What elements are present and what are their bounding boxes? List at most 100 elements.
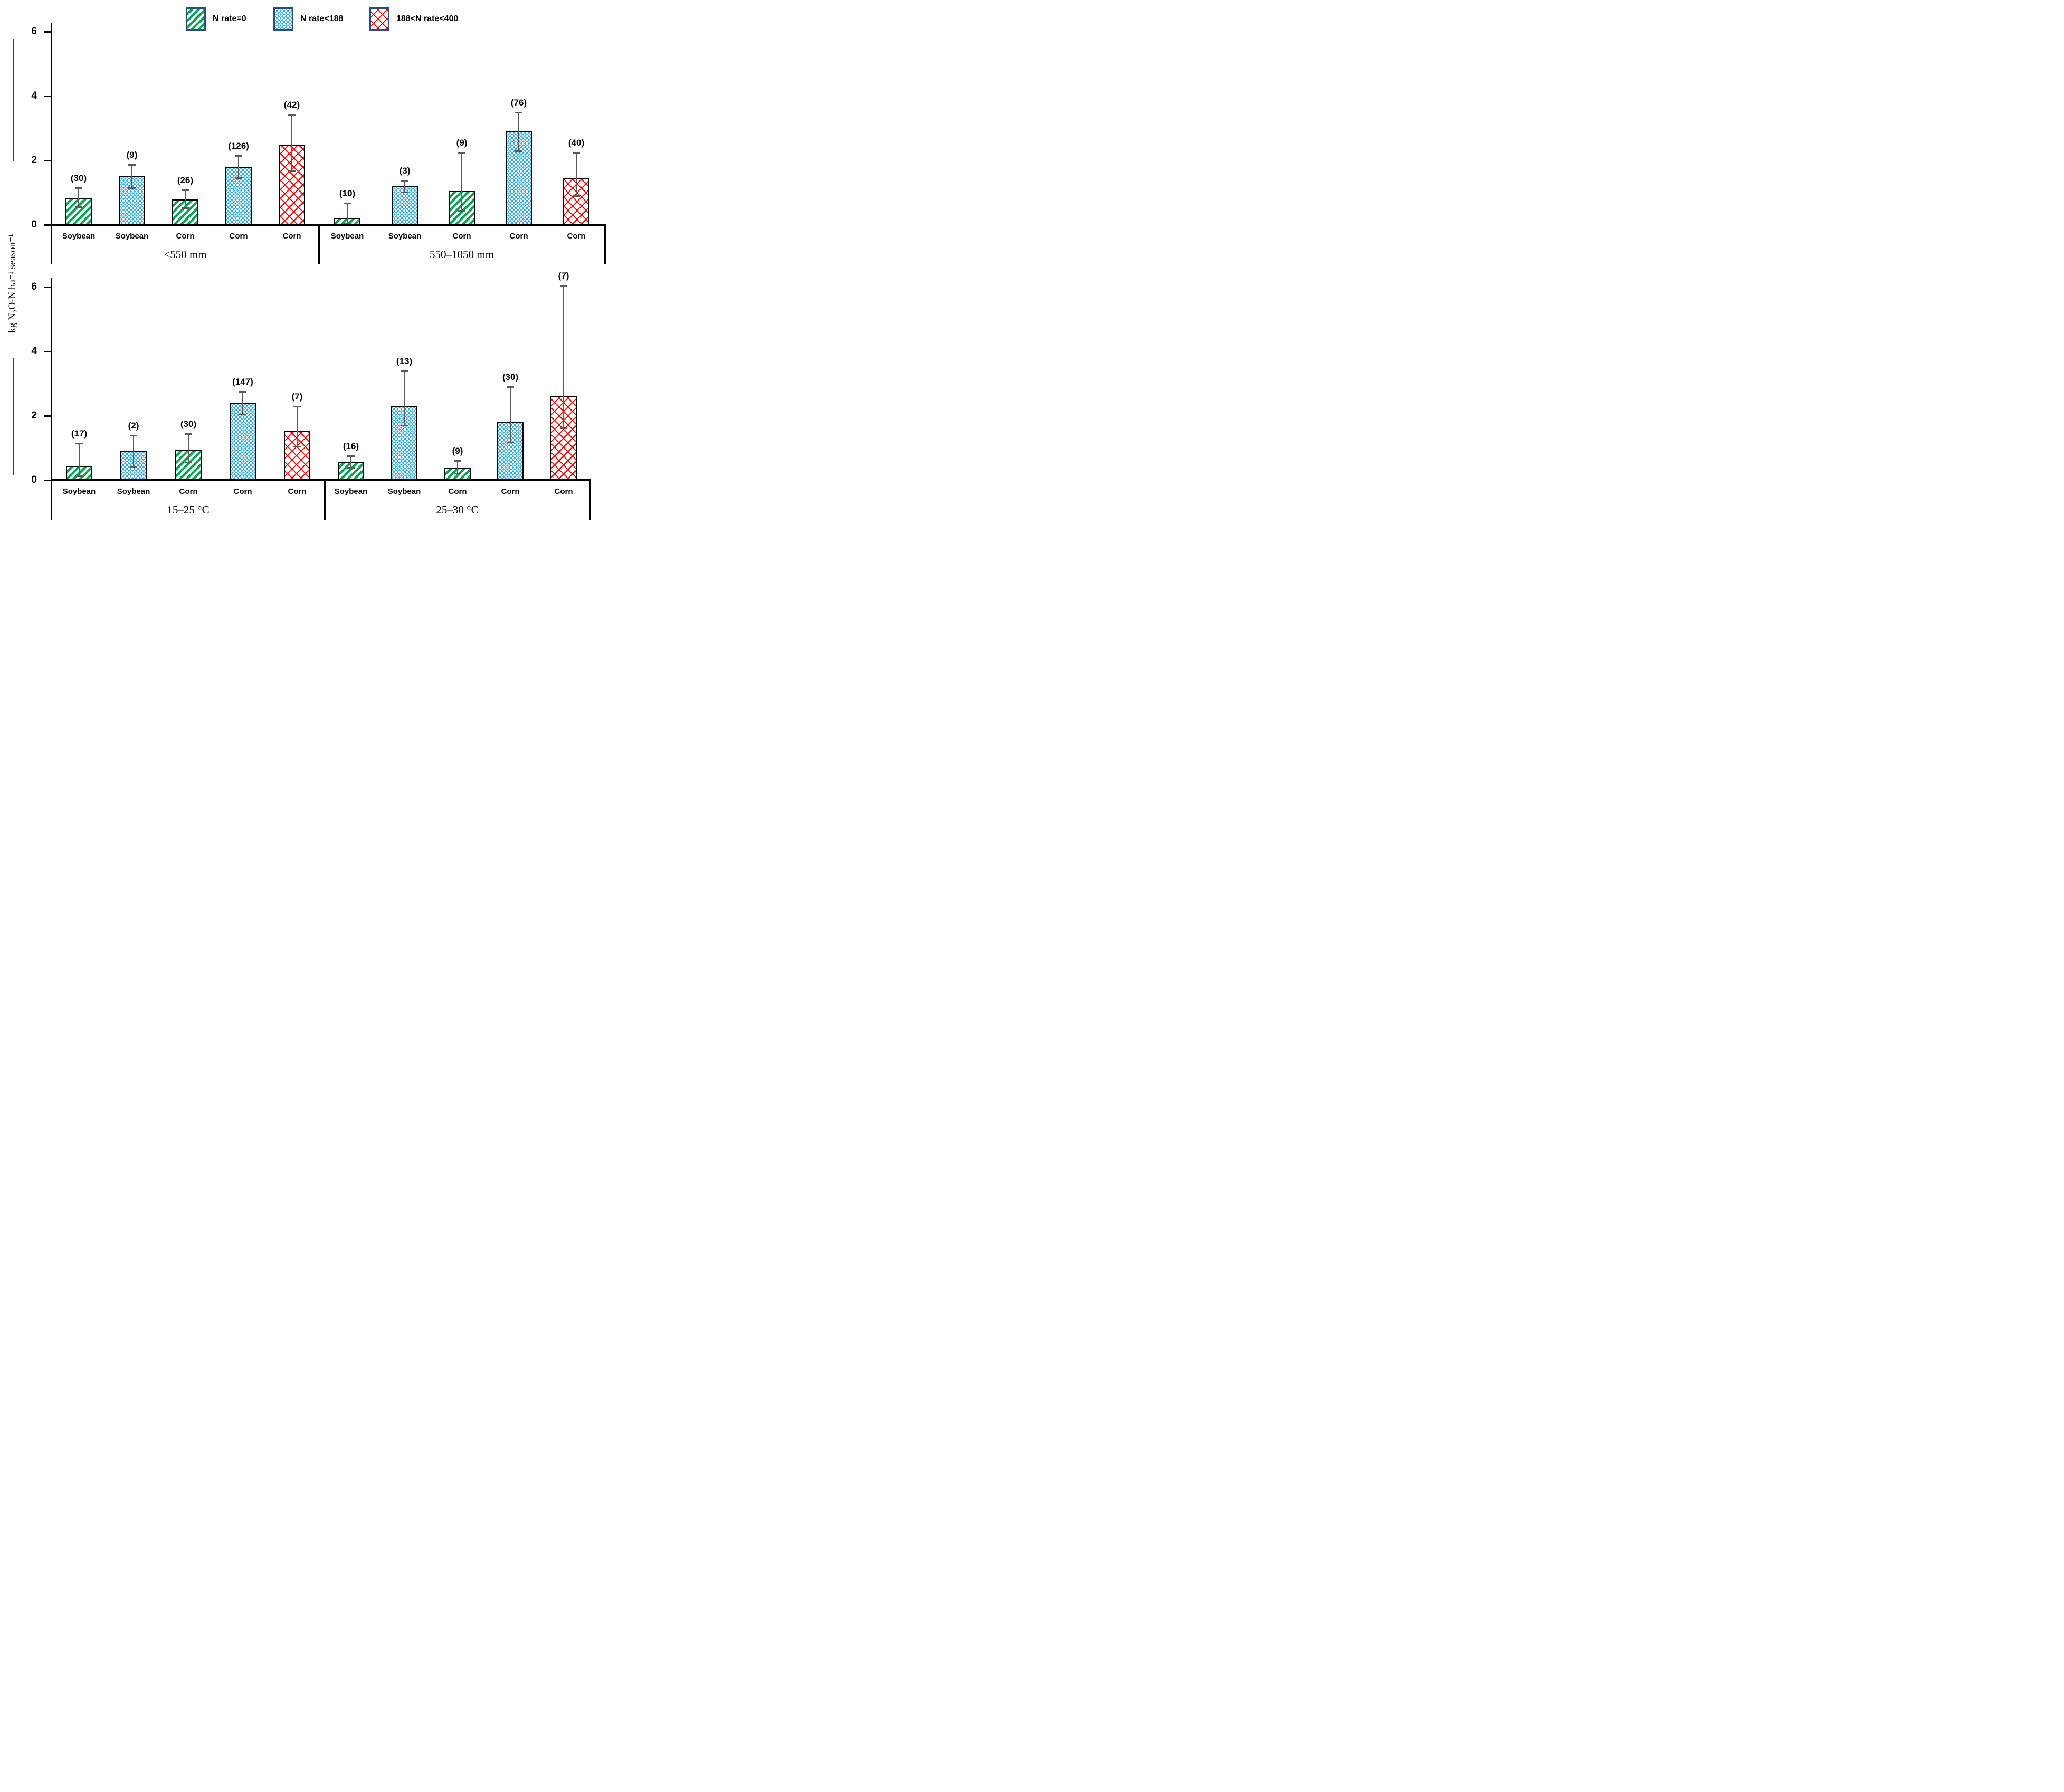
temperature-panel-tick-4	[44, 351, 51, 352]
x-tick-label-corn: Corn	[233, 487, 252, 496]
bar-soybean-n_zero	[338, 462, 364, 480]
legend-item: N rate=0	[186, 5, 246, 33]
error-bar-cap-bottom	[347, 466, 355, 469]
temperature-panel-tick-label-4: 4	[31, 346, 37, 357]
error-bar-cap-bottom	[130, 466, 137, 468]
error-bar-line	[188, 433, 189, 462]
error-bar-line	[78, 187, 79, 207]
legend-label-n_188_400: 188<N rate<400	[396, 14, 459, 23]
sample-size-label: (26)	[177, 175, 194, 186]
error-bar-line	[242, 392, 243, 414]
sample-size-label: (16)	[343, 441, 359, 452]
error-bar-line	[461, 152, 462, 211]
legend-item: 188<N rate<400	[369, 5, 458, 33]
x-tick-label-soybean: Soybean	[330, 232, 364, 241]
temperature-panel-tick-6	[44, 287, 51, 288]
x-tick-label-corn: Corn	[501, 487, 520, 496]
x-tick-label-corn: Corn	[288, 487, 307, 496]
precipitation-panel-tick-label-6: 6	[31, 26, 37, 37]
x-tick-label-corn: Corn	[554, 487, 573, 496]
legend-swatch-n_lt188	[273, 7, 293, 31]
sample-size-label: (76)	[510, 97, 527, 108]
temperature-panel-x-axis	[51, 479, 591, 481]
temperature-panel-tick-label-0: 0	[31, 474, 37, 485]
sample-size-label: (30)	[70, 173, 87, 183]
temperature-panel-group-divider	[324, 480, 326, 520]
error-bar-line	[576, 152, 577, 196]
precipitation-panel-tick-label-0: 0	[31, 219, 37, 230]
error-bar-cap-bottom	[182, 207, 189, 209]
error-bar-cap-bottom	[515, 150, 522, 152]
temperature-panel-tick-2	[44, 415, 51, 417]
precipitation-panel-group-label: 550–1050 mm	[430, 248, 494, 261]
error-bar-cap-top	[182, 189, 189, 192]
precipitation-panel-tick-label-4: 4	[31, 90, 37, 101]
x-tick-label-corn: Corn	[282, 232, 301, 241]
error-bar-cap-top	[560, 284, 567, 287]
error-bar-cap-top	[128, 164, 136, 166]
sample-size-label: (40)	[568, 137, 585, 148]
sample-size-label: (9)	[456, 137, 468, 148]
error-bar-cap-top	[75, 187, 82, 189]
error-bar-line	[291, 115, 292, 171]
sample-size-label: (30)	[180, 418, 197, 429]
precipitation-panel-tick-2	[44, 160, 51, 161]
legend-label-n_lt188: N rate<188	[300, 14, 344, 23]
error-bar-line	[404, 370, 405, 426]
error-bar-cap-top	[515, 111, 522, 113]
sample-size-label: (126)	[228, 140, 249, 151]
error-bar-line	[457, 461, 458, 474]
x-tick-label-corn: Corn	[567, 232, 586, 241]
error-bar-cap-bottom	[239, 413, 246, 415]
x-tick-label-soybean: Soybean	[388, 232, 422, 241]
legend: N rate=0 N rate<188 188<N rate<400	[0, 5, 612, 35]
sample-size-label: (17)	[71, 428, 88, 439]
precipitation-panel-right-edge	[604, 225, 606, 264]
sample-size-label: (147)	[232, 377, 253, 387]
error-bar-line	[510, 387, 511, 442]
error-bar-cap-bottom	[458, 209, 465, 212]
error-bar-line	[79, 443, 80, 476]
error-bar-cap-top	[130, 434, 137, 436]
error-bar-cap-top	[288, 114, 296, 116]
sample-size-label: (42)	[283, 100, 300, 110]
x-tick-label-corn: Corn	[509, 232, 528, 241]
figure: kg N₂O-N ha⁻¹ season⁻¹ N rate=0 N rate<18…	[0, 0, 612, 531]
precipitation-panel-group-divider	[318, 225, 320, 264]
temperature-panel-group-label: 15–25 °C	[167, 503, 210, 516]
error-bar-cap-bottom	[401, 425, 408, 427]
x-tick-label-soybean: Soybean	[334, 487, 368, 496]
legend-swatch-n_zero	[186, 7, 206, 31]
x-tick-label-soybean: Soybean	[387, 487, 421, 496]
x-tick-label-corn: Corn	[448, 487, 467, 496]
x-tick-label-soybean: Soybean	[62, 487, 96, 496]
error-bar-cap-top	[239, 391, 246, 393]
precipitation-panel-x-axis	[51, 224, 606, 226]
sample-size-label: (9)	[452, 446, 463, 456]
error-bar-cap-bottom	[507, 442, 514, 444]
error-bar-line	[563, 285, 564, 428]
error-bar-cap-bottom	[75, 206, 82, 208]
precipitation-panel-y-axis	[51, 23, 52, 264]
error-bar-cap-bottom	[288, 170, 296, 173]
error-bar-cap-top	[185, 433, 192, 435]
error-bar-line	[404, 180, 405, 192]
error-bar-cap-bottom	[75, 475, 83, 478]
error-bar-cap-top	[347, 455, 355, 457]
error-bar-cap-top	[293, 405, 301, 407]
bar-corn-n_188_400	[279, 145, 305, 225]
temperature-panel-group-label: 25–30 °C	[436, 503, 479, 516]
error-bar-cap-top	[401, 370, 408, 372]
error-bar-cap-bottom	[573, 195, 580, 197]
temperature-panel-right-edge	[589, 480, 591, 520]
precipitation-panel-tick-6	[44, 31, 51, 33]
sample-size-label: (9)	[126, 149, 138, 160]
y-axis-rail-top-segment	[13, 39, 14, 161]
error-bar-cap-top	[401, 179, 408, 182]
x-tick-label-corn: Corn	[176, 232, 195, 241]
error-bar-line	[518, 112, 519, 151]
error-bar-cap-top	[75, 442, 83, 444]
chart-area: 0 2 4 6 <550 mm (30) Soybean (9) Soybean (26) Corn…	[0, 0, 612, 531]
precipitation-panel-tick-label-2: 2	[31, 155, 37, 166]
x-tick-label-soybean: Soybean	[62, 232, 96, 241]
